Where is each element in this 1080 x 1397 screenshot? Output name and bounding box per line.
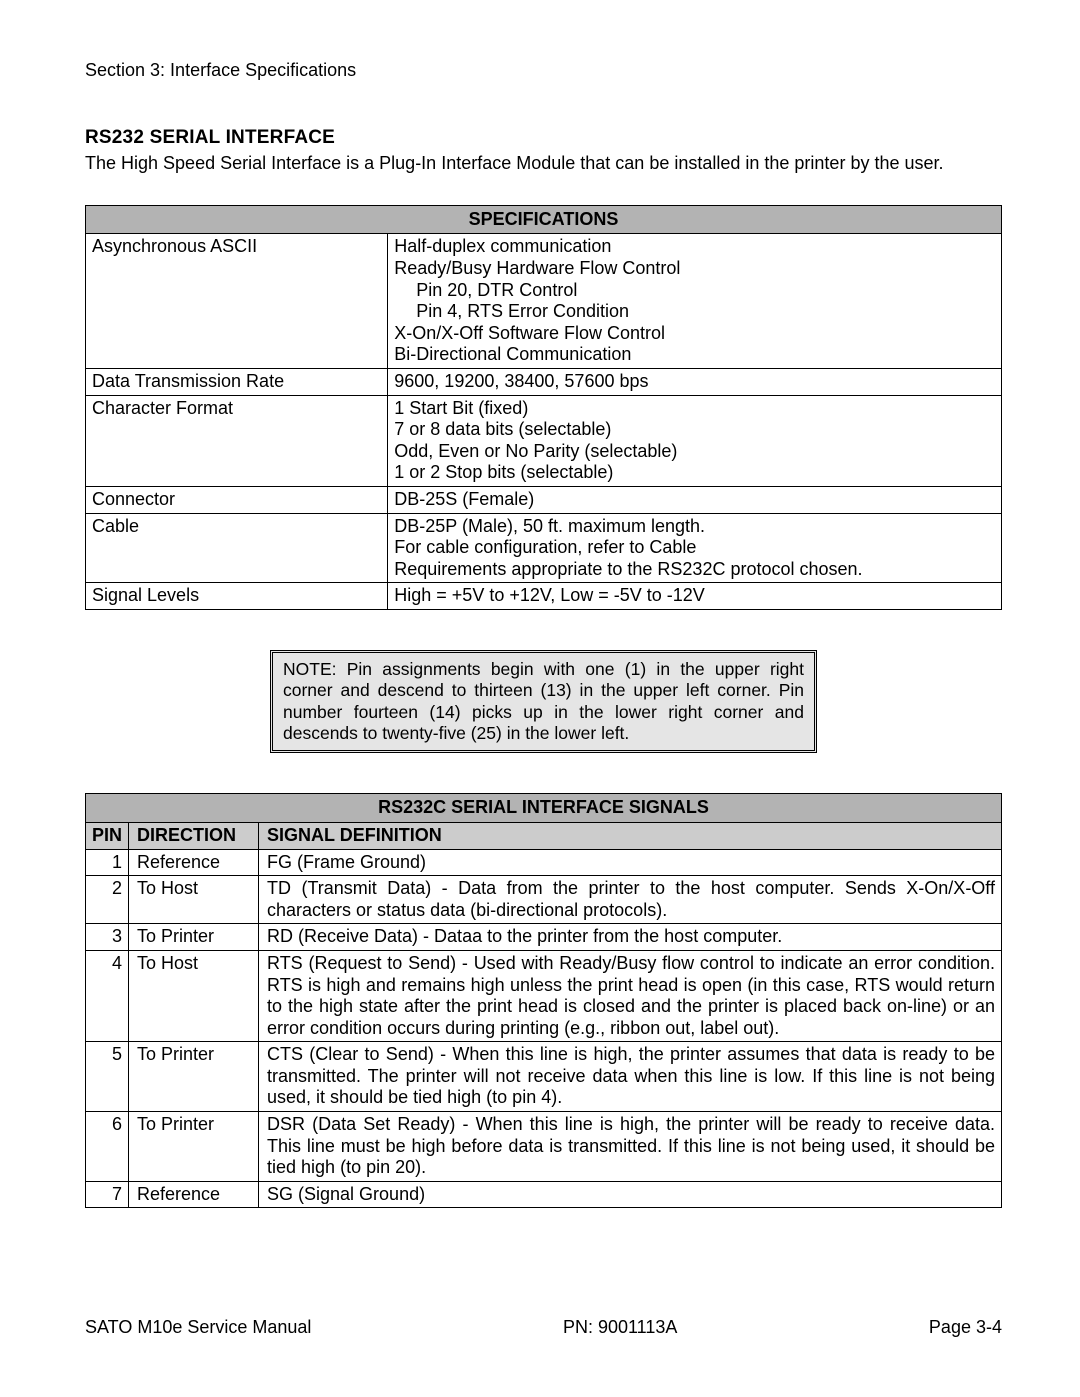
note-container: NOTE: Pin assignments begin with one (1)… (85, 650, 1002, 753)
footer-left: SATO M10e Service Manual (85, 1317, 311, 1339)
specifications-table: SPECIFICATIONS Asynchronous ASCIIHalf-du… (85, 205, 1002, 610)
table-row: 7ReferenceSG (Signal Ground) (86, 1181, 1002, 1208)
intro-paragraph: The High Speed Serial Interface is a Plu… (85, 152, 1002, 175)
spec-value-line: Ready/Busy Hardware Flow Control (394, 258, 995, 280)
table-row: 1ReferenceFG (Frame Ground) (86, 849, 1002, 876)
table-row: Connector DB-25S (Female) (86, 487, 1002, 514)
spec-value-line: X-On/X-Off Software Flow Control (394, 323, 995, 345)
spec-value-line: Requirements appropriate to the RS232C p… (394, 559, 995, 581)
spec-value: 1 Start Bit (fixed)7 or 8 data bits (sel… (388, 395, 1002, 486)
spec-value-line: 1 or 2 Stop bits (selectable) (394, 462, 995, 484)
definition-cell: TD (Transmit Data) - Data from the print… (259, 876, 1002, 924)
direction-cell: To Host (129, 950, 259, 1041)
col-header-pin: PIN (86, 822, 129, 849)
pin-cell: 5 (86, 1042, 129, 1112)
spec-value-line: Pin 20, DTR Control (394, 280, 995, 302)
footer-right: Page 3-4 (929, 1317, 1002, 1339)
spec-label: Character Format (86, 395, 388, 486)
spec-label: Cable (86, 513, 388, 583)
spec-value: Half-duplex communicationReady/Busy Hard… (388, 234, 1002, 369)
table-row: 4To HostRTS (Request to Send) - Used wit… (86, 950, 1002, 1041)
signals-table: RS232C SERIAL INTERFACE SIGNALS PIN DIRE… (85, 793, 1002, 1208)
pin-cell: 4 (86, 950, 129, 1041)
definition-cell: RTS (Request to Send) - Used with Ready/… (259, 950, 1002, 1041)
spec-value-line: DB-25P (Male), 50 ft. maximum length. (394, 516, 995, 538)
table-row: CableDB-25P (Male), 50 ft. maximum lengt… (86, 513, 1002, 583)
spec-value-line: Odd, Even or No Parity (selectable) (394, 441, 995, 463)
direction-cell: To Printer (129, 1042, 259, 1112)
spec-value-line: For cable configuration, refer to Cable (394, 537, 995, 559)
table-row: Character Format1 Start Bit (fixed)7 or … (86, 395, 1002, 486)
spec-label: Signal Levels (86, 583, 388, 610)
spec-value-line: Bi-Directional Communication (394, 344, 995, 366)
spec-value: DB-25S (Female) (388, 487, 1002, 514)
pin-cell: 7 (86, 1181, 129, 1208)
page-title: RS232 SERIAL INTERFACE (85, 127, 1002, 150)
spec-label: Asynchronous ASCII (86, 234, 388, 369)
pin-cell: 2 (86, 876, 129, 924)
direction-cell: To Printer (129, 924, 259, 951)
table-row: 6To PrinterDSR (Data Set Ready) - When t… (86, 1112, 1002, 1182)
definition-cell: RD (Receive Data) - Dataa to the printer… (259, 924, 1002, 951)
col-header-direction: DIRECTION (129, 822, 259, 849)
table-row: 3To PrinterRD (Receive Data) - Dataa to … (86, 924, 1002, 951)
definition-cell: FG (Frame Ground) (259, 849, 1002, 876)
pin-cell: 6 (86, 1112, 129, 1182)
direction-cell: To Printer (129, 1112, 259, 1182)
footer-center: PN: 9001113A (563, 1317, 677, 1339)
direction-cell: Reference (129, 849, 259, 876)
page-footer: SATO M10e Service Manual PN: 9001113A Pa… (85, 1317, 1002, 1339)
signals-table-title: RS232C SERIAL INTERFACE SIGNALS (86, 794, 1002, 823)
spec-value: DB-25P (Male), 50 ft. maximum length.For… (388, 513, 1002, 583)
col-header-definition: SIGNAL DEFINITION (259, 822, 1002, 849)
spec-value-line: DB-25S (Female) (394, 489, 995, 511)
spec-value-line: 9600, 19200, 38400, 57600 bps (394, 371, 995, 393)
spec-label: Connector (86, 487, 388, 514)
table-row: Data Transmission Rate 9600, 19200, 38400… (86, 369, 1002, 396)
table-row: 5To PrinterCTS (Clear to Send) - When th… (86, 1042, 1002, 1112)
definition-cell: DSR (Data Set Ready) - When this line is… (259, 1112, 1002, 1182)
direction-cell: Reference (129, 1181, 259, 1208)
spec-value: High = +5V to +12V, Low = -5V to -12V (388, 583, 1002, 610)
definition-cell: CTS (Clear to Send) - When this line is … (259, 1042, 1002, 1112)
note-box: NOTE: Pin assignments begin with one (1)… (270, 650, 817, 753)
spec-table-title: SPECIFICATIONS (86, 205, 1002, 234)
definition-cell: SG (Signal Ground) (259, 1181, 1002, 1208)
spec-value-line: High = +5V to +12V, Low = -5V to -12V (394, 585, 995, 607)
spec-value-line: 1 Start Bit (fixed) (394, 398, 995, 420)
table-row: Asynchronous ASCIIHalf-duplex communicat… (86, 234, 1002, 369)
spec-label: Data Transmission Rate (86, 369, 388, 396)
spec-value-line: Pin 4, RTS Error Condition (394, 301, 995, 323)
table-row: 2To HostTD (Transmit Data) - Data from t… (86, 876, 1002, 924)
pin-cell: 1 (86, 849, 129, 876)
spec-value-line: Half-duplex communication (394, 236, 995, 258)
spec-value: 9600, 19200, 38400, 57600 bps (388, 369, 1002, 396)
section-header: Section 3: Interface Specifications (85, 60, 1002, 82)
table-row: Signal Levels High = +5V to +12V, Low = -… (86, 583, 1002, 610)
pin-cell: 3 (86, 924, 129, 951)
direction-cell: To Host (129, 876, 259, 924)
spec-value-line: 7 or 8 data bits (selectable) (394, 419, 995, 441)
